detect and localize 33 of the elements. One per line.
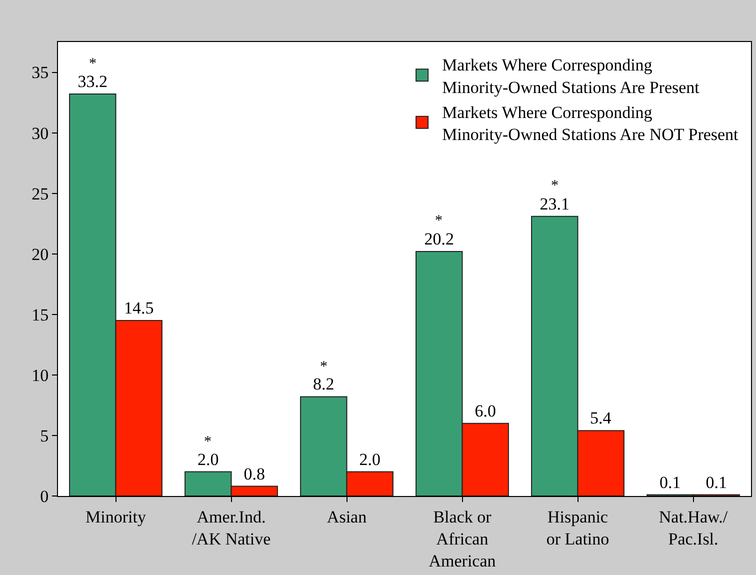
annotation: * xyxy=(551,178,558,194)
y-tick-label: 5 xyxy=(40,426,49,446)
data-label: 14.5 xyxy=(124,298,154,318)
x-tick-label: Amer.Ind. /AK Native xyxy=(192,507,271,548)
data-label: 5.4 xyxy=(590,408,612,428)
y-tick-label: 15 xyxy=(32,305,49,324)
x-tick-label: Nat.Haw./ Pac.Isl. xyxy=(658,507,728,548)
annotation: * xyxy=(320,359,328,375)
data-label: 33.2 xyxy=(78,72,108,92)
x-tick-label: Asian xyxy=(326,507,368,526)
data-label: 2.0 xyxy=(359,450,380,469)
data-label: 8.2 xyxy=(313,374,334,394)
data-label: 2.0 xyxy=(198,450,219,469)
legend-label: Markets Where Corresponding Minority-Owned Stations Are NOT Present xyxy=(442,102,739,144)
annotation: * xyxy=(204,434,212,450)
data-label: 20.2 xyxy=(424,229,454,248)
annotation: * xyxy=(89,56,96,72)
data-label: 0.8 xyxy=(244,464,265,484)
x-tick-label: Minority xyxy=(86,507,146,526)
x-tick-label: Hispanic or Latino xyxy=(546,507,610,548)
data-label: 6.0 xyxy=(474,401,496,420)
legend-label: Markets Where Corresponding Minority-Owned Stations Are Present xyxy=(442,56,700,97)
annotation: * xyxy=(435,213,442,229)
y-tick-label: 10 xyxy=(32,366,49,385)
data-label: 0.1 xyxy=(660,472,681,492)
y-tick-label: 25 xyxy=(32,184,49,204)
y-tick-label: 20 xyxy=(32,244,49,264)
y-tick-label: 0 xyxy=(40,486,49,506)
data-label: 23.1 xyxy=(540,194,570,214)
data-label: 0.1 xyxy=(706,472,727,492)
y-tick-label: 35 xyxy=(32,63,49,82)
x-tick-label: Black or African American xyxy=(428,507,496,571)
y-tick-label: 30 xyxy=(32,124,49,143)
